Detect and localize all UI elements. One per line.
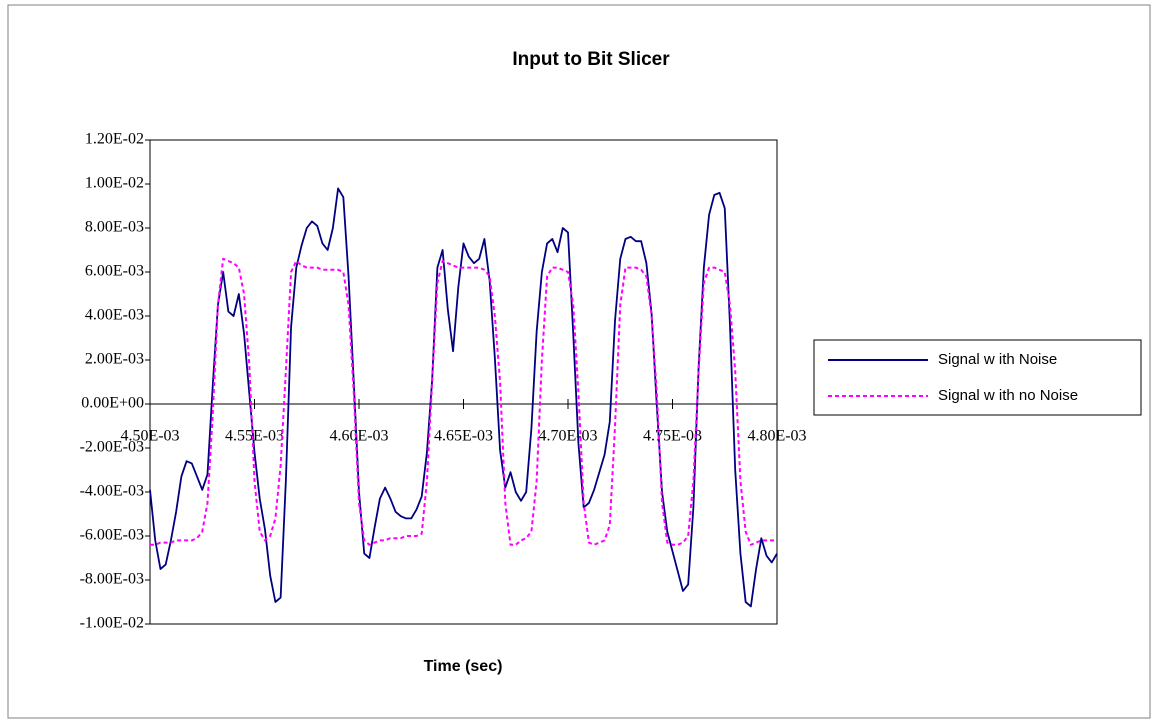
y-tick-label: -8.00E-03 <box>80 571 144 588</box>
x-tick-label: 4.80E-03 <box>747 428 806 445</box>
y-tick-label: 8.00E-03 <box>85 219 144 236</box>
x-tick-label: 4.70E-03 <box>538 428 597 445</box>
y-tick-label: -1.00E-02 <box>80 615 144 632</box>
series-line <box>150 257 777 546</box>
x-axis-title: Time (sec) <box>424 658 503 675</box>
y-tick-label: 4.00E-03 <box>85 307 144 324</box>
x-tick-label: 4.55E-03 <box>225 428 284 445</box>
y-tick-label: 2.00E-03 <box>85 351 144 368</box>
y-tick-label: 1.00E-02 <box>85 175 144 192</box>
y-tick-label: 1.20E-02 <box>85 131 144 148</box>
y-tick-label: -4.00E-03 <box>80 483 144 500</box>
chart-title: Input to Bit Slicer <box>512 49 670 70</box>
x-tick-label: 4.65E-03 <box>434 428 493 445</box>
y-tick-label: 0.00E+00 <box>81 395 144 412</box>
y-tick-label: 6.00E-03 <box>85 263 144 280</box>
x-tick-label: 4.60E-03 <box>329 428 388 445</box>
series-line <box>149 187 778 608</box>
legend-box <box>813 339 1142 416</box>
y-tick-label: -6.00E-03 <box>80 527 144 544</box>
legend-label: Signal w ith Noise <box>938 351 1057 368</box>
y-tick-label: -2.00E-03 <box>80 439 144 456</box>
x-tick-label: 4.75E-03 <box>643 428 702 445</box>
plot-area <box>149 139 778 625</box>
legend-label: Signal w ith no Noise <box>938 387 1078 404</box>
x-tick-label: 4.50E-03 <box>120 428 179 445</box>
